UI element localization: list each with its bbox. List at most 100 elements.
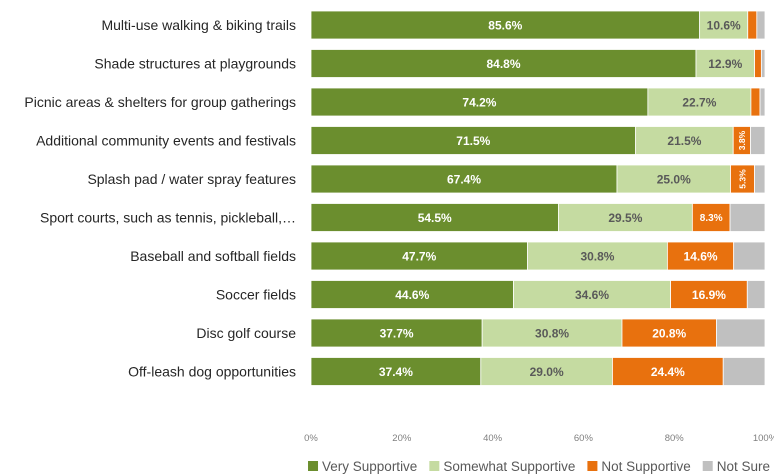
data-label: 16.9% bbox=[692, 288, 726, 302]
x-tick-label: 100% bbox=[753, 433, 774, 444]
x-tick-label: 0% bbox=[304, 433, 318, 444]
data-label: 34.6% bbox=[575, 288, 609, 302]
category-label: Soccer fields bbox=[216, 287, 296, 303]
bar-segment-not-sure bbox=[733, 241, 766, 271]
category-label: Sport courts, such as tennis, pickleball… bbox=[40, 210, 296, 226]
legend-swatch bbox=[308, 461, 319, 471]
bar-segment-not-sure bbox=[746, 280, 766, 309]
bar-row: 37.7% 30.8% 20.8% bbox=[310, 318, 766, 348]
data-label: 10.6% bbox=[707, 18, 741, 32]
data-label: 25.0% bbox=[657, 172, 691, 186]
bar-segment-very-supportive bbox=[310, 87, 649, 117]
bar-row: 47.7% 30.8% 14.6% bbox=[310, 241, 766, 271]
data-label: 47.7% bbox=[402, 249, 436, 263]
bar-row: 37.4% 29.0% 24.4% bbox=[310, 357, 766, 386]
bar-segment-not-supportive bbox=[754, 49, 762, 78]
legend-item: Somewhat Supportive bbox=[429, 459, 575, 474]
bar-segment-not-supportive bbox=[621, 318, 717, 348]
category-label: Disc golf course bbox=[196, 325, 296, 341]
bar-segment-not-sure bbox=[759, 87, 766, 117]
data-label: 3.8% bbox=[737, 130, 747, 150]
bar-segment-somewhat-supportive bbox=[481, 318, 623, 348]
data-label: 12.9% bbox=[708, 57, 742, 71]
bar-segment-not-sure bbox=[722, 357, 766, 386]
category-label: Baseball and softball fields bbox=[130, 248, 296, 264]
bar-segment-somewhat-supportive bbox=[699, 10, 749, 40]
category-label: Picnic areas & shelters for group gather… bbox=[24, 94, 296, 110]
bar-segment-not-supportive bbox=[750, 87, 761, 117]
bar-segment-very-supportive bbox=[310, 318, 483, 348]
bar-segment-very-supportive bbox=[310, 126, 637, 155]
bar-row: 71.5% 21.5% 3.8% bbox=[310, 126, 766, 155]
bar-row: 85.6% 10.6% bbox=[310, 10, 766, 40]
data-label: 21.5% bbox=[667, 134, 701, 148]
bar-segment-not-sure bbox=[754, 164, 766, 194]
x-tick-label: 80% bbox=[665, 433, 685, 444]
bar-row: 67.4% 25.0% 5.3% bbox=[310, 164, 766, 194]
category-label: Additional community events and festival… bbox=[36, 133, 296, 149]
bar-row: 54.5% 29.5% 8.3% bbox=[310, 203, 766, 232]
data-label: 20.8% bbox=[652, 326, 686, 340]
bar-rows: 85.6% 10.6% 84.8% 12.9% 74.2% 22.7% 71.5% 21.5%… bbox=[310, 10, 766, 386]
legend-item: Very Supportive bbox=[308, 459, 417, 474]
data-label: 67.4% bbox=[447, 172, 481, 186]
legend-item: Not Sure bbox=[702, 459, 770, 474]
bar-segment-very-supportive bbox=[310, 49, 697, 78]
bar-row: 84.8% 12.9% bbox=[310, 49, 766, 78]
data-label: 85.6% bbox=[488, 18, 522, 32]
bar-segment-somewhat-supportive bbox=[635, 126, 734, 155]
bar-segment-somewhat-supportive bbox=[513, 280, 671, 309]
bar-segment-very-supportive bbox=[310, 357, 482, 386]
data-label: 84.8% bbox=[486, 57, 520, 71]
bar-segment-somewhat-supportive bbox=[558, 203, 693, 232]
bar-segment-not-supportive bbox=[666, 241, 735, 271]
bar-segment-very-supportive bbox=[310, 241, 528, 271]
legend-label: Not Sure bbox=[717, 459, 770, 474]
data-label: 5.3% bbox=[738, 169, 748, 189]
data-label: 71.5% bbox=[456, 134, 490, 148]
data-label: 74.2% bbox=[462, 95, 496, 109]
bar-segment-somewhat-supportive bbox=[480, 357, 613, 386]
data-label: 22.7% bbox=[682, 95, 716, 109]
category-label: Off-leash dog opportunities bbox=[128, 364, 296, 380]
category-label: Shade structures at playgrounds bbox=[94, 56, 296, 72]
bar-segment-somewhat-supportive bbox=[616, 164, 731, 194]
category-label: Splash pad / water spray features bbox=[87, 171, 296, 187]
bar-row: 44.6% 34.6% 16.9% bbox=[310, 280, 766, 309]
data-label: 44.6% bbox=[395, 288, 429, 302]
data-label: 8.3% bbox=[700, 213, 723, 224]
data-label: 30.8% bbox=[580, 249, 614, 263]
data-label: 54.5% bbox=[418, 211, 452, 225]
data-label: 29.0% bbox=[530, 365, 564, 379]
x-tick-label: 60% bbox=[574, 433, 594, 444]
bar-segment-somewhat-supportive bbox=[647, 87, 752, 117]
bar-segment-not-sure bbox=[756, 10, 766, 40]
data-label: 29.5% bbox=[608, 211, 642, 225]
category-label: Multi-use walking & biking trails bbox=[101, 17, 296, 33]
bar-segment-very-supportive bbox=[310, 280, 514, 309]
bar-segment-not-supportive bbox=[747, 10, 758, 40]
data-label: 30.8% bbox=[535, 326, 569, 340]
x-tick-label: 20% bbox=[392, 433, 412, 444]
legend-label: Very Supportive bbox=[322, 459, 417, 474]
legend-swatch bbox=[587, 461, 598, 471]
data-label: 37.7% bbox=[380, 326, 414, 340]
bar-segment-very-supportive bbox=[310, 203, 559, 232]
category-labels: Multi-use walking & biking trails Shade s… bbox=[24, 17, 296, 380]
legend-item: Not Supportive bbox=[587, 459, 691, 474]
data-label: 24.4% bbox=[651, 365, 685, 379]
bar-row: 74.2% 22.7% bbox=[310, 87, 766, 117]
x-axis-ticks: 0% 20% 40% 60% 80% 100% bbox=[304, 433, 774, 444]
bar-segment-very-supportive bbox=[310, 10, 701, 40]
legend-label: Not Supportive bbox=[601, 459, 690, 474]
bar-segment-not-sure bbox=[750, 126, 766, 155]
legend-swatch bbox=[702, 461, 713, 471]
bar-segment-not-supportive bbox=[691, 203, 731, 232]
bar-segment-not-sure bbox=[716, 318, 766, 348]
bar-segment-very-supportive bbox=[310, 164, 618, 194]
bar-segment-somewhat-supportive bbox=[527, 241, 668, 271]
legend-label: Somewhat Supportive bbox=[443, 459, 575, 474]
chart-legend: Not Sure Not Supportive Somewhat Supportiv… bbox=[308, 459, 770, 474]
